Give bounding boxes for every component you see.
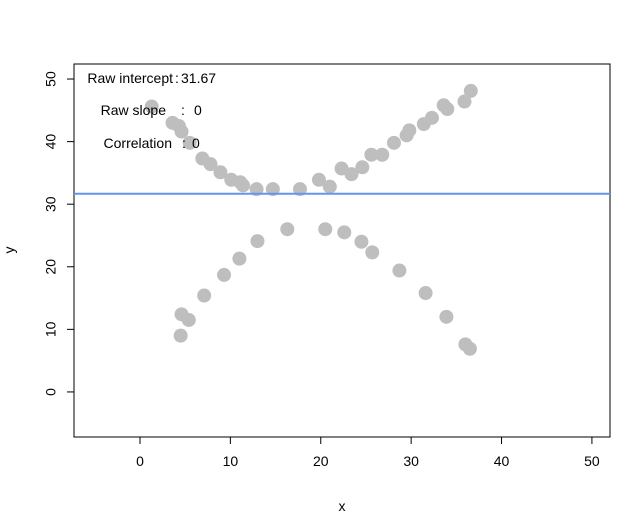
- data-point: [375, 147, 390, 162]
- data-point: [265, 182, 280, 197]
- data-points: [144, 83, 478, 356]
- data-point: [236, 178, 251, 193]
- y-tick-label: 30: [43, 196, 59, 212]
- data-point: [402, 123, 417, 138]
- data-point: [322, 179, 337, 194]
- y-tick-label: 50: [43, 71, 59, 87]
- data-point: [144, 99, 159, 114]
- x-axis: 0 10 20 30 40 50: [136, 436, 600, 469]
- x-tick-label: 40: [494, 453, 510, 469]
- annotation-label: Raw intercept: [87, 70, 173, 86]
- data-point: [337, 225, 352, 240]
- data-point: [386, 135, 401, 150]
- annotation-row: Raw slope:0: [101, 102, 202, 118]
- data-point: [250, 234, 265, 249]
- data-point: [311, 172, 326, 187]
- annotation-separator: :: [182, 135, 186, 151]
- annotation-value: 31.67: [181, 70, 216, 86]
- y-tick-label: 20: [43, 259, 59, 275]
- annotation-value: 0: [192, 135, 200, 151]
- annotation-label: Correlation: [104, 135, 172, 151]
- x-tick-label: 30: [403, 453, 419, 469]
- data-point: [181, 312, 196, 327]
- data-point: [292, 182, 307, 197]
- data-point: [424, 110, 439, 125]
- y-tick-label: 40: [43, 134, 59, 150]
- x-tick-label: 10: [223, 453, 239, 469]
- data-point: [344, 167, 359, 182]
- y-axis-title: y: [1, 247, 17, 254]
- annotation-value: 0: [194, 102, 202, 118]
- annotation-separator: :: [181, 102, 185, 118]
- data-point: [203, 157, 218, 172]
- data-point: [365, 245, 380, 260]
- data-point: [182, 135, 197, 150]
- data-point: [463, 83, 478, 98]
- data-point: [392, 263, 407, 278]
- annotation-separator: :: [175, 70, 179, 86]
- y-axis: 0 10 20 30 40 50: [43, 71, 75, 396]
- x-axis-title: x: [339, 498, 346, 514]
- data-point: [213, 165, 228, 180]
- x-tick-label: 20: [313, 453, 329, 469]
- annotation-label: Raw slope: [101, 102, 167, 118]
- data-point: [418, 286, 433, 301]
- y-tick-label: 10: [43, 321, 59, 337]
- data-point: [440, 102, 455, 117]
- data-point: [174, 124, 189, 139]
- data-point: [462, 341, 477, 356]
- plot-frame: [73, 63, 611, 438]
- data-point: [355, 160, 370, 175]
- annotation-row: Raw intercept:31.67: [87, 70, 216, 86]
- data-point: [249, 182, 264, 197]
- annotation-row: Correlation:0: [104, 135, 200, 151]
- data-point: [439, 309, 454, 324]
- x-tick-label: 50: [584, 453, 600, 469]
- y-tick-label: 0: [43, 388, 59, 396]
- data-point: [280, 222, 295, 237]
- data-point: [364, 147, 379, 162]
- data-point: [354, 234, 369, 249]
- data-point: [457, 94, 472, 109]
- data-point: [217, 267, 232, 282]
- x-tick-label: 0: [136, 453, 144, 469]
- data-point: [173, 328, 188, 343]
- data-point: [232, 251, 247, 266]
- data-point: [318, 222, 333, 237]
- data-point: [197, 288, 212, 303]
